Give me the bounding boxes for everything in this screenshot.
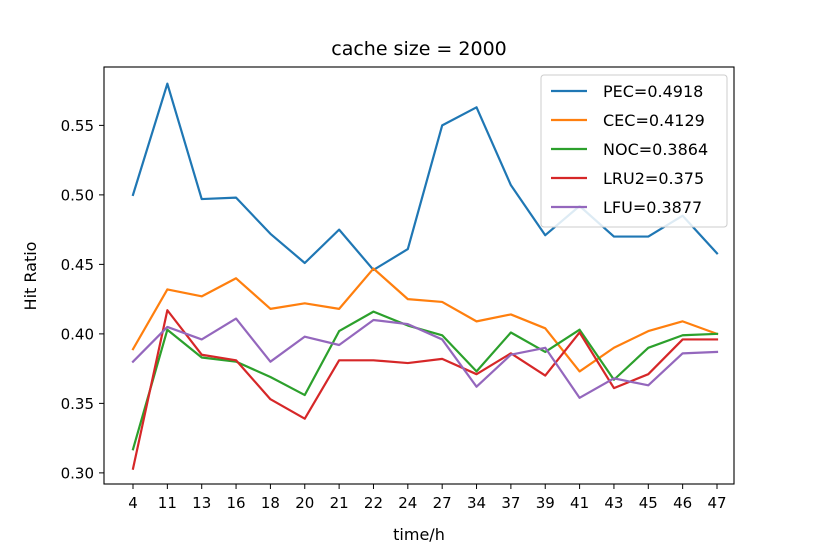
series-line-0 bbox=[131, 82, 719, 272]
legend-box bbox=[540, 74, 728, 228]
x-tick-label: 39 bbox=[536, 494, 555, 512]
x-tick-label: 4 bbox=[128, 494, 138, 512]
x-tick-label: 37 bbox=[501, 494, 520, 512]
y-tick-label: 0.35 bbox=[61, 395, 94, 413]
legend-label-3: LRU2=0.375 bbox=[603, 169, 704, 188]
x-tick-label: 22 bbox=[364, 494, 383, 512]
y-tick-label: 0.45 bbox=[61, 256, 94, 274]
legend-label-2: NOC=0.3864 bbox=[603, 140, 708, 159]
y-tick-label: 0.40 bbox=[61, 325, 94, 343]
x-tick-label: 11 bbox=[158, 494, 177, 512]
x-tick-label: 13 bbox=[192, 494, 211, 512]
chart-title: cache size = 2000 bbox=[331, 38, 507, 60]
plot-area: 4 11 13 16 18 20 21 22 24 27 34 37 39 41 43 45 46 47 0.30 0… bbox=[61, 66, 735, 512]
axes-frame bbox=[103, 66, 735, 485]
legend-label-1: CEC=0.4129 bbox=[603, 111, 705, 130]
x-tick-label: 16 bbox=[227, 494, 246, 512]
x-tick-label: 45 bbox=[639, 494, 658, 512]
x-tick-label: 46 bbox=[673, 494, 692, 512]
x-axis-label: time/h bbox=[393, 525, 445, 544]
y-tick-label: 0.50 bbox=[61, 186, 94, 204]
series-line-2 bbox=[131, 310, 719, 451]
series-line-3 bbox=[131, 309, 719, 471]
x-tick-label: 18 bbox=[261, 494, 280, 512]
y-axis-label: Hit Ratio bbox=[21, 242, 40, 311]
y-tick-label: 0.55 bbox=[61, 117, 94, 135]
x-tick-label: 34 bbox=[467, 494, 486, 512]
x-tick-label: 47 bbox=[707, 494, 726, 512]
x-tick-label: 21 bbox=[330, 494, 349, 512]
legend-label-4: LFU=0.3877 bbox=[603, 198, 702, 217]
y-tick-label: 0.30 bbox=[61, 464, 94, 482]
x-tick-label: 41 bbox=[570, 494, 589, 512]
series-line-1 bbox=[131, 267, 719, 373]
x-tick-label: 20 bbox=[295, 494, 314, 512]
x-tick-label: 27 bbox=[433, 494, 452, 512]
x-tick-label: 43 bbox=[604, 494, 623, 512]
x-tick-label: 24 bbox=[398, 494, 417, 512]
series-line-4 bbox=[131, 317, 719, 399]
legend-label-0: PEC=0.4918 bbox=[603, 82, 703, 101]
legend: PEC=0.4918 CEC=0.4129 NOC=0.3864 LRU2=0.375… bbox=[540, 74, 728, 228]
